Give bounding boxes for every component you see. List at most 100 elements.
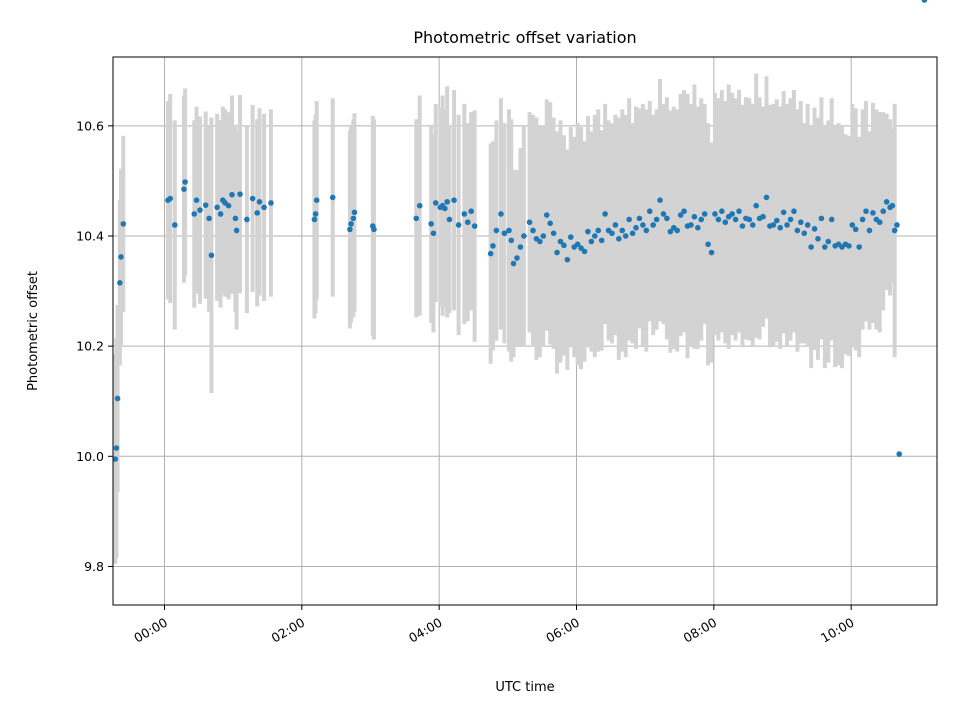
data-point <box>705 241 711 248</box>
data-point <box>760 213 766 220</box>
data-point <box>120 221 127 227</box>
data-point <box>508 237 515 244</box>
data-point <box>112 456 119 462</box>
data-point <box>428 221 434 227</box>
data-point <box>804 222 811 228</box>
data-point <box>681 208 687 215</box>
data-point <box>640 222 646 228</box>
data-point <box>588 238 595 245</box>
data-point <box>237 191 243 197</box>
data-point <box>581 248 588 255</box>
data-point <box>695 224 701 231</box>
data-point <box>311 216 318 223</box>
data-point <box>773 217 780 224</box>
data-point <box>894 222 900 228</box>
y-axis-label: Photometric offset <box>26 271 41 391</box>
data-point <box>233 227 240 234</box>
data-point <box>493 227 500 234</box>
data-point <box>859 216 866 223</box>
data-point <box>801 230 808 237</box>
data-point <box>609 230 615 237</box>
data-point <box>818 215 825 222</box>
data-point <box>739 223 746 229</box>
data-point <box>629 230 636 237</box>
data-point <box>798 219 804 226</box>
data-point <box>732 216 739 223</box>
data-point <box>653 216 660 223</box>
data-point <box>643 227 650 234</box>
data-point <box>312 211 319 217</box>
y-tick-label: 9.8 <box>84 559 104 574</box>
data-point <box>197 207 203 213</box>
data-point <box>870 210 876 216</box>
data-point <box>636 215 643 222</box>
data-point <box>677 212 684 218</box>
data-point <box>313 197 320 203</box>
data-point <box>564 256 571 263</box>
data-point <box>464 219 471 226</box>
data-point <box>646 208 653 215</box>
data-point <box>712 211 718 217</box>
y-tick-label: 10.6 <box>76 118 104 133</box>
data-point <box>787 216 794 223</box>
data-point <box>561 242 567 249</box>
data-point <box>182 179 188 185</box>
data-point <box>828 216 835 223</box>
data-point <box>852 226 859 233</box>
data-point <box>455 222 462 228</box>
data-point <box>451 197 457 203</box>
data-point <box>602 211 608 217</box>
data-point <box>347 226 353 233</box>
data-point <box>667 228 674 235</box>
data-point <box>592 233 598 239</box>
data-point <box>896 451 903 457</box>
data-point <box>921 0 928 3</box>
data-point <box>550 230 557 237</box>
data-point <box>715 216 722 223</box>
data-point <box>891 227 898 234</box>
data-points <box>112 0 928 462</box>
data-point <box>722 219 729 226</box>
data-point <box>413 215 420 222</box>
data-point <box>863 208 869 215</box>
data-point <box>815 235 821 242</box>
y-tick-label: 10.2 <box>76 339 104 354</box>
data-point <box>249 195 256 202</box>
data-point <box>371 226 377 233</box>
y-tick-label: 10.0 <box>76 449 104 464</box>
data-point <box>822 244 828 250</box>
data-point <box>808 244 814 250</box>
chart-title: Photometric offset variation <box>413 28 636 47</box>
data-point <box>244 216 250 223</box>
data-point <box>442 205 448 212</box>
data-point <box>117 280 123 286</box>
data-point <box>770 222 777 228</box>
data-point <box>517 244 524 250</box>
data-point <box>350 215 357 222</box>
data-point <box>208 252 215 259</box>
data-point <box>225 202 232 209</box>
data-point <box>777 224 784 231</box>
data-point <box>619 227 626 234</box>
data-point <box>114 395 121 402</box>
data-point <box>557 238 564 245</box>
data-point <box>883 199 890 205</box>
data-point <box>430 230 437 237</box>
data-point <box>191 211 198 217</box>
data-point <box>825 238 832 245</box>
data-point <box>206 215 212 222</box>
data-point <box>167 195 174 202</box>
data-point <box>674 227 681 234</box>
data-point <box>461 211 468 217</box>
data-point <box>506 227 512 234</box>
data-point <box>567 234 574 240</box>
data-point <box>622 233 629 239</box>
data-point <box>688 222 694 228</box>
data-point <box>468 208 475 215</box>
data-point <box>256 199 263 205</box>
y-tick-label: 10.4 <box>76 228 104 243</box>
data-point <box>498 211 504 217</box>
data-point <box>490 243 496 249</box>
data-point <box>543 212 550 218</box>
